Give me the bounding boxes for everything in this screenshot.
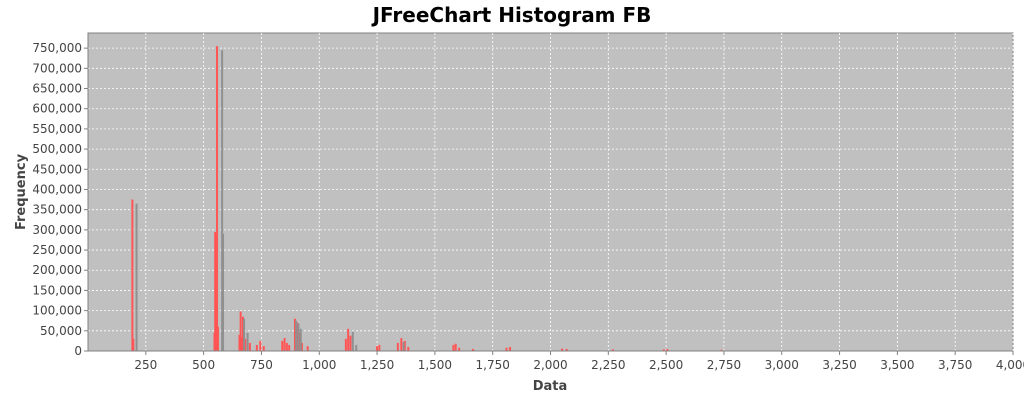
histogram-bar <box>666 348 669 351</box>
y-tick-label: 0 <box>74 344 82 358</box>
histogram-bar <box>306 346 309 351</box>
histogram-bar <box>222 233 225 351</box>
histogram-bar <box>662 349 665 351</box>
y-tick-label: 550,000 <box>32 122 82 136</box>
histogram-bar <box>240 336 243 351</box>
x-tick-label: 2,000 <box>533 358 567 372</box>
histogram-bar <box>300 342 303 351</box>
histogram-bar <box>611 349 614 351</box>
x-tick-label: 250 <box>134 358 157 372</box>
histogram-bar <box>378 344 381 351</box>
histogram-bar <box>281 340 284 351</box>
y-tick-label: 750,000 <box>32 41 82 55</box>
histogram-bar <box>376 346 379 351</box>
bars <box>131 46 723 352</box>
histogram-bar <box>293 318 296 351</box>
histogram-bar <box>241 316 244 351</box>
x-tick-label: 1,250 <box>360 358 394 372</box>
histogram-bar <box>243 318 246 351</box>
x-tick-label: 3,750 <box>938 358 972 372</box>
histogram-bar <box>402 342 405 351</box>
histogram-bar <box>131 199 134 351</box>
histogram-bar <box>135 203 138 351</box>
y-tick-label: 400,000 <box>32 182 82 196</box>
x-tick-label: 1,750 <box>476 358 510 372</box>
x-tick-label: 3,250 <box>822 358 856 372</box>
x-tick-label: 3,000 <box>765 358 799 372</box>
histogram-bar <box>299 328 302 351</box>
x-tick-label: 3,500 <box>880 358 914 372</box>
histogram-bar <box>255 344 258 351</box>
chart-title: JFreeChart Histogram FB <box>371 3 652 27</box>
histogram-bar <box>561 348 564 351</box>
plot-area <box>87 32 1014 352</box>
histogram-bar <box>239 311 242 351</box>
y-tick-label: 450,000 <box>32 162 82 176</box>
y-tick-label: 350,000 <box>32 203 82 217</box>
histogram-bar <box>285 342 288 351</box>
histogram-bar <box>458 347 461 351</box>
histogram-bar <box>221 50 224 352</box>
histogram-bar <box>295 320 298 351</box>
x-tick-label: 1,500 <box>418 358 452 372</box>
histogram-bar <box>400 338 403 351</box>
y-tick-label: 250,000 <box>32 243 82 257</box>
y-tick-label: 300,000 <box>32 223 82 237</box>
y-tick-label: 600,000 <box>32 102 82 116</box>
y-tick-label: 150,000 <box>32 283 82 297</box>
histogram-bar <box>297 323 300 351</box>
x-tick-label: 1,000 <box>302 358 336 372</box>
histogram-bar <box>283 338 286 351</box>
histogram-bar <box>298 332 301 351</box>
histogram-bar <box>238 334 241 351</box>
histogram-bar <box>132 338 135 351</box>
histogram-bar <box>454 343 457 351</box>
y-tick-label: 50,000 <box>40 324 82 338</box>
y-tick-label: 200,000 <box>32 263 82 277</box>
histogram-bar <box>262 346 265 351</box>
x-tick-label: 2,500 <box>649 358 683 372</box>
y-axis-label: Frequency <box>14 153 29 230</box>
histogram-bar <box>403 340 406 351</box>
histogram-bar <box>288 344 291 351</box>
histogram-bar <box>509 346 512 351</box>
histogram-bar <box>351 331 354 351</box>
axes: 250 500 750 1,000 1,250 1,500 1,750 2,000 2,250 2… <box>32 33 1024 372</box>
x-tick-label: 750 <box>250 358 273 372</box>
histogram-bar <box>296 322 299 351</box>
histogram-bar <box>565 348 568 351</box>
y-tick-label: 650,000 <box>32 82 82 96</box>
x-tick-label: 4,000 <box>996 358 1024 372</box>
histogram-bar <box>505 347 508 351</box>
histogram-bar <box>214 231 217 351</box>
histogram-bar <box>720 349 723 351</box>
histogram-bar <box>407 346 410 351</box>
histogram-bar <box>344 338 347 351</box>
histogram-bar <box>452 344 455 351</box>
histogram-bar <box>246 332 249 351</box>
y-tick-label: 100,000 <box>32 304 82 318</box>
y-tick-label: 700,000 <box>32 61 82 75</box>
x-tick-label: 2,250 <box>591 358 625 372</box>
histogram-bar <box>259 340 262 351</box>
grid-lines <box>88 33 1014 352</box>
y-tick-label: 500,000 <box>32 142 82 156</box>
histogram-bar <box>396 342 399 351</box>
histogram-bar <box>248 342 251 351</box>
histogram-bar <box>472 348 475 351</box>
histogram-bar <box>244 338 247 351</box>
histogram-bar <box>347 328 350 351</box>
histogram-bar <box>349 335 352 351</box>
histogram-bar <box>355 344 358 351</box>
x-tick-label: 2,750 <box>707 358 741 372</box>
x-tick-label: 500 <box>192 358 215 372</box>
x-axis-label: Data <box>533 379 568 394</box>
histogram-bar <box>216 326 219 351</box>
histogram-bar <box>216 46 219 351</box>
